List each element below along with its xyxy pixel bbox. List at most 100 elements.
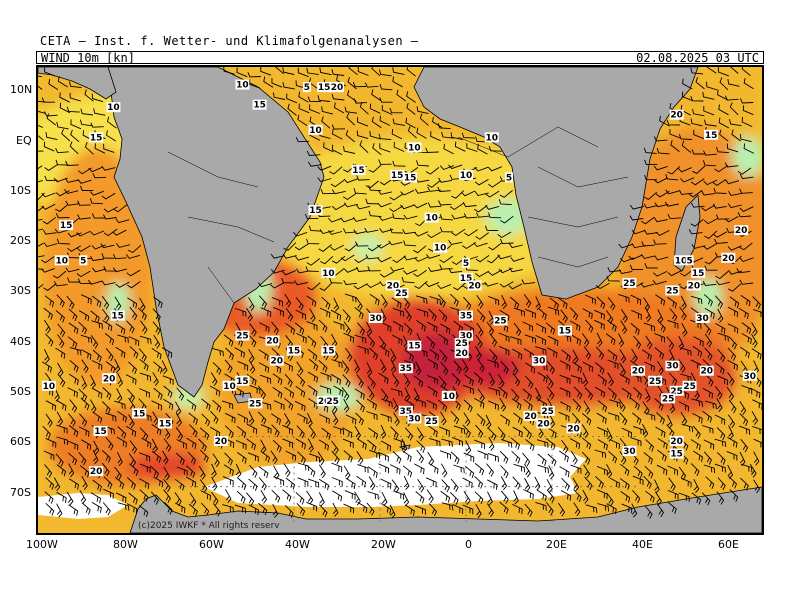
wind-barb <box>55 159 69 166</box>
wind-label-bg <box>368 313 383 324</box>
wind-barb <box>342 438 354 449</box>
wind-barb <box>523 426 532 439</box>
wind-barb <box>248 359 256 374</box>
wind-barb <box>56 436 69 446</box>
wind-barb <box>78 167 92 175</box>
wind-barb <box>285 477 296 490</box>
wind-barb <box>38 124 44 128</box>
wind-barb <box>714 463 726 473</box>
wind-barb <box>513 322 522 337</box>
wind-barb <box>400 204 415 210</box>
wind-barb <box>330 244 345 251</box>
wind-barb <box>726 387 735 401</box>
wind-barb <box>594 309 605 320</box>
wind-barb <box>330 373 342 385</box>
wind-barb <box>633 335 642 350</box>
wind-barb <box>307 385 318 397</box>
wind-barb <box>426 336 436 349</box>
wind-barb <box>581 333 590 347</box>
wind-barb <box>448 239 463 245</box>
wind-barb <box>605 333 616 346</box>
wind-barb <box>450 132 463 140</box>
wind-barb <box>438 375 447 389</box>
wind-barb <box>524 503 533 517</box>
wind-barb <box>641 241 655 247</box>
wind-barb <box>175 452 185 466</box>
wind-barb <box>524 477 531 492</box>
wind-barb <box>403 492 410 507</box>
wind-label-bg <box>235 330 250 341</box>
wind-barb <box>499 397 507 412</box>
wind-barb <box>117 334 129 344</box>
wind-barb <box>498 332 510 343</box>
wind-barb <box>367 244 382 252</box>
wind-speed-label: 20 <box>524 412 537 422</box>
wind-barb <box>364 227 379 233</box>
wind-barb <box>389 227 404 234</box>
wind-speed-label: 20 <box>455 349 468 359</box>
wind-speed-label: 20 <box>90 467 103 477</box>
wind-barb <box>511 388 520 402</box>
wind-barb <box>404 307 412 322</box>
wind-barb <box>282 424 293 435</box>
wind-barb <box>353 359 360 374</box>
wind-barb <box>77 200 91 206</box>
wind-barb <box>224 425 234 438</box>
wind-barb <box>354 388 365 400</box>
wind-speed-label: 20 <box>318 397 331 407</box>
wind-barb <box>475 232 489 240</box>
wind-barb <box>486 463 495 477</box>
wind-barb <box>345 477 356 489</box>
wind-barb <box>695 77 705 90</box>
wind-barb <box>100 243 115 249</box>
lat-label: 20S <box>10 234 31 247</box>
wind-barb <box>392 213 406 220</box>
wind-barb <box>355 297 363 311</box>
wind-barb <box>712 203 727 209</box>
wind-barb <box>500 490 509 504</box>
wind-barb <box>45 132 58 141</box>
wind-barb <box>380 478 392 489</box>
wind-barb <box>65 160 79 166</box>
wind-barb <box>498 386 508 399</box>
wind-barb <box>105 348 114 362</box>
wind-barb <box>308 453 320 463</box>
wind-barb <box>199 427 210 440</box>
wind-barb <box>681 423 694 433</box>
wind-barb <box>284 397 294 411</box>
wind-barb <box>654 398 664 411</box>
wind-barb <box>751 348 762 360</box>
wind-barb <box>702 91 715 100</box>
wind-barb <box>151 450 162 463</box>
wind-barb <box>581 424 589 439</box>
wind-barb <box>656 464 668 476</box>
wind-speed-label: 15 <box>408 342 421 352</box>
wind-barb <box>357 345 369 355</box>
wind-barb <box>187 451 197 465</box>
wind-barb <box>657 360 664 375</box>
wind-barb <box>607 349 618 362</box>
wind-barb <box>296 332 307 344</box>
wind-barb <box>416 319 426 332</box>
wind-barb <box>753 438 762 448</box>
wind-barb <box>537 464 549 474</box>
wind-barb <box>44 175 58 181</box>
wind-barb <box>68 373 79 386</box>
wind-barb <box>606 310 614 324</box>
wind-barb <box>236 425 247 439</box>
wind-barb <box>381 503 392 515</box>
wind-barb <box>297 451 306 465</box>
wind-barb <box>449 203 464 211</box>
wind-barb <box>162 450 169 465</box>
wind-barb <box>163 438 172 452</box>
wind-barb <box>640 282 655 288</box>
wind-barb <box>690 439 701 451</box>
wind-barb <box>295 385 306 398</box>
wind-barb <box>488 242 502 251</box>
wind-barb <box>48 78 59 91</box>
wind-barb <box>68 478 79 490</box>
lat-label: 40S <box>10 335 31 348</box>
wind-barb <box>367 466 378 478</box>
wind-barb <box>128 244 142 254</box>
